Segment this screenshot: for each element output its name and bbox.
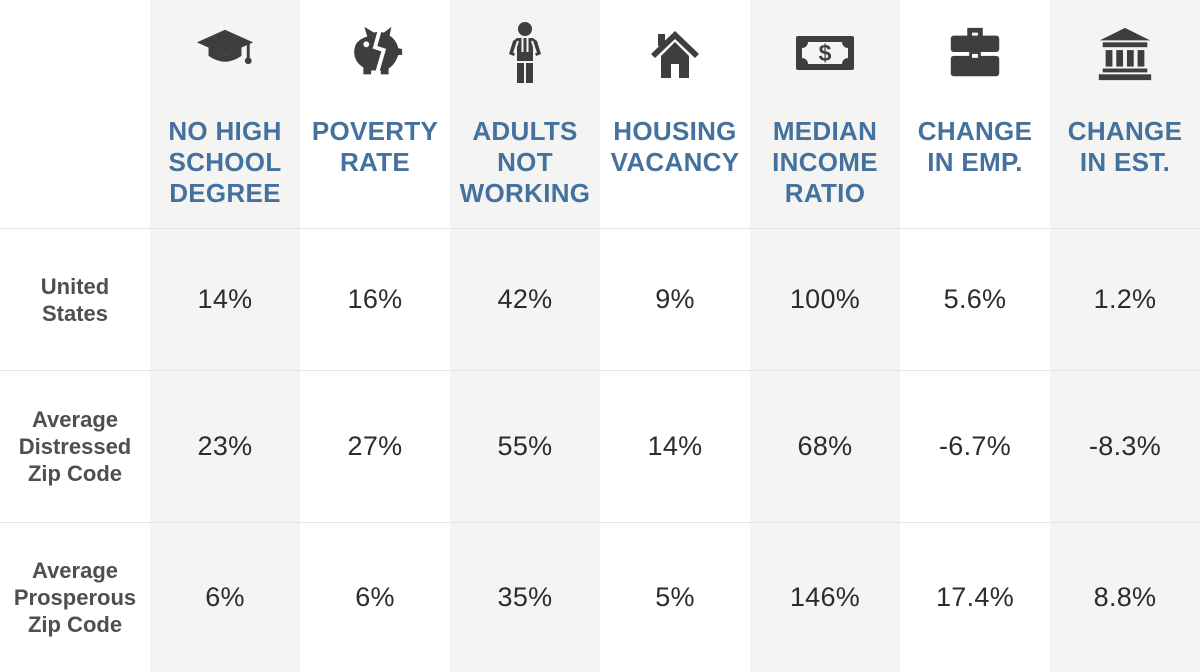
- house-icon: [643, 16, 707, 90]
- value: 8.8%: [1093, 582, 1157, 612]
- bank-icon: [1094, 16, 1156, 90]
- table-cell: 5.6%: [900, 228, 1050, 370]
- value: 23%: [197, 431, 253, 461]
- broken-piggy-bank-icon: [344, 16, 406, 90]
- table-cell: 27%: [300, 370, 450, 522]
- value: 5%: [655, 582, 695, 612]
- column-header-label: CHANGE IN EMP.: [917, 116, 1033, 177]
- table-cell: 1.2%: [1050, 228, 1200, 370]
- table-cell: 146%: [750, 522, 900, 672]
- value: 1.2%: [1093, 284, 1157, 314]
- column-header-poverty-rate: POVERTY RATE: [300, 0, 450, 228]
- column-header-label: MEDIAN INCOME RATIO: [772, 116, 878, 208]
- table-cell: 6%: [150, 522, 300, 672]
- value: 9%: [655, 284, 695, 314]
- value: 16%: [347, 284, 403, 314]
- table-cell: 35%: [450, 522, 600, 672]
- value: -8.3%: [1088, 431, 1162, 461]
- graduation-cap-icon: [192, 16, 258, 90]
- row-label-average-distressed-zip-code: Average Distressed Zip Code: [0, 370, 150, 522]
- table-cell: 14%: [600, 370, 750, 522]
- row-label-average-prosperous-zip-code: Average Prosperous Zip Code: [0, 522, 150, 672]
- value: 14%: [647, 431, 703, 461]
- table-cell: 23%: [150, 370, 300, 522]
- header-corner-cell: [0, 0, 150, 228]
- value: 55%: [497, 431, 553, 461]
- value: 27%: [347, 431, 403, 461]
- column-header-label: POVERTY RATE: [311, 116, 439, 177]
- value: 35%: [497, 582, 553, 612]
- column-header-no-high-school-degree: NO HIGH SCHOOL DEGREE: [150, 0, 300, 228]
- table-cell: 68%: [750, 370, 900, 522]
- value: 14%: [197, 284, 253, 314]
- column-header-label: CHANGE IN EST.: [1067, 116, 1183, 177]
- column-header-label: HOUSING VACANCY: [610, 116, 740, 177]
- column-header-change-in-est: CHANGE IN EST.: [1050, 0, 1200, 228]
- table-cell: 42%: [450, 228, 600, 370]
- table-cell: 16%: [300, 228, 450, 370]
- table-cell: 14%: [150, 228, 300, 370]
- column-header-change-in-emp: CHANGE IN EMP.: [900, 0, 1050, 228]
- briefcase-icon: [944, 16, 1006, 90]
- row-label-united-states: United States: [0, 228, 150, 370]
- table-cell: 17.4%: [900, 522, 1050, 672]
- column-header-housing-vacancy: HOUSING VACANCY: [600, 0, 750, 228]
- table-cell: 9%: [600, 228, 750, 370]
- value: 6%: [355, 582, 395, 612]
- value: 100%: [789, 284, 861, 314]
- column-header-adults-not-working: ADULTS NOT WORKING: [450, 0, 600, 228]
- value: 68%: [797, 431, 853, 461]
- table-cell: 5%: [600, 522, 750, 672]
- value: 6%: [205, 582, 245, 612]
- column-header-label: ADULTS NOT WORKING: [459, 116, 591, 208]
- column-header-label: NO HIGH SCHOOL DEGREE: [168, 116, 282, 208]
- value: 17.4%: [935, 582, 1015, 612]
- table-cell: 100%: [750, 228, 900, 370]
- svg-text:$: $: [819, 40, 832, 66]
- value: -6.7%: [938, 431, 1012, 461]
- column-header-median-income-ratio: $ MEDIAN INCOME RATIO: [750, 0, 900, 228]
- table-cell: 55%: [450, 370, 600, 522]
- table-cell: -8.3%: [1050, 370, 1200, 522]
- table-cell: 8.8%: [1050, 522, 1200, 672]
- table-cell: -6.7%: [900, 370, 1050, 522]
- dollar-bill-icon: $: [793, 16, 857, 90]
- value: 146%: [789, 582, 861, 612]
- value: 5.6%: [943, 284, 1007, 314]
- table-cell: 6%: [300, 522, 450, 672]
- businessman-icon: [493, 16, 557, 90]
- value: 42%: [497, 284, 553, 314]
